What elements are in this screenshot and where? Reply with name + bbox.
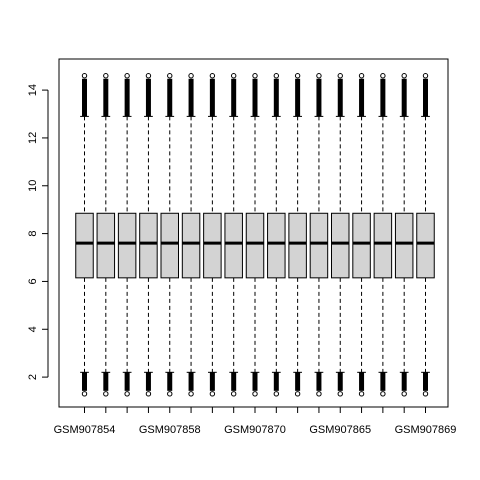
y-tick-label: 8 <box>27 231 39 237</box>
outlier-point-max <box>253 74 257 78</box>
box-9 <box>246 213 264 278</box>
box-8 <box>225 213 243 278</box>
box-3 <box>118 213 136 278</box>
outlier-point-max <box>210 74 214 78</box>
outlier-point-max <box>295 74 299 78</box>
x-tick-label: GSM907865 <box>309 424 371 436</box>
box-16 <box>395 213 413 278</box>
outlier-point-min <box>338 392 342 396</box>
outlier-point-max <box>402 74 406 78</box>
outlier-point-max <box>168 74 172 78</box>
x-tick-label: GSM907869 <box>395 424 457 436</box>
outlier-point-min <box>125 392 129 396</box>
outlier-point-max <box>359 74 363 78</box>
outlier-point-min <box>189 392 193 396</box>
plot-area: 2 4 6 8 10 12 14 GSM907854 GSM907858 GSM907870 GSM… <box>27 59 456 436</box>
outlier-point-max <box>317 74 321 78</box>
y-tick-label: 10 <box>27 180 39 192</box>
y-tick-label: 14 <box>27 84 39 96</box>
outlier-point-min <box>168 392 172 396</box>
outlier-point-min <box>381 392 385 396</box>
outlier-point-min <box>317 392 321 396</box>
box-17 <box>417 213 435 278</box>
box-2 <box>97 213 115 278</box>
box-11 <box>289 213 307 278</box>
outlier-point-max <box>338 74 342 78</box>
box-13 <box>332 213 350 278</box>
outlier-point-max <box>104 74 108 78</box>
outlier-point-min <box>210 392 214 396</box>
outlier-point-max <box>231 74 235 78</box>
outlier-point-min <box>402 392 406 396</box>
y-tick-label: 12 <box>27 132 39 144</box>
outlier-point-min <box>104 392 108 396</box>
box-10 <box>268 213 286 278</box>
box-1 <box>76 213 94 278</box>
outlier-point-max <box>189 74 193 78</box>
box-15 <box>374 213 392 278</box>
outlier-point-min <box>274 392 278 396</box>
box-5 <box>161 213 179 278</box>
outlier-point-max <box>423 74 427 78</box>
box-6 <box>182 213 200 278</box>
outlier-point-min <box>295 392 299 396</box>
x-tick-label: GSM907858 <box>139 424 201 436</box>
outlier-point-min <box>82 392 86 396</box>
y-tick-label: 4 <box>27 326 39 332</box>
y-tick-label: 6 <box>27 278 39 284</box>
outlier-point-max <box>146 74 150 78</box>
x-tick-label: GSM907870 <box>224 424 286 436</box>
outlier-point-max <box>274 74 278 78</box>
box-14 <box>353 213 371 278</box>
y-tick-label: 2 <box>27 374 39 380</box>
box-12 <box>310 213 328 278</box>
outlier-point-max <box>125 74 129 78</box>
outlier-point-min <box>231 392 235 396</box>
box-4 <box>140 213 158 278</box>
outlier-point-max <box>82 74 86 78</box>
outlier-point-min <box>423 392 427 396</box>
outlier-point-min <box>359 392 363 396</box>
outlier-point-max <box>381 74 385 78</box>
x-tick-label: GSM907854 <box>54 424 116 436</box>
outlier-point-min <box>146 392 150 396</box>
outlier-point-min <box>253 392 257 396</box>
box-7 <box>204 213 222 278</box>
